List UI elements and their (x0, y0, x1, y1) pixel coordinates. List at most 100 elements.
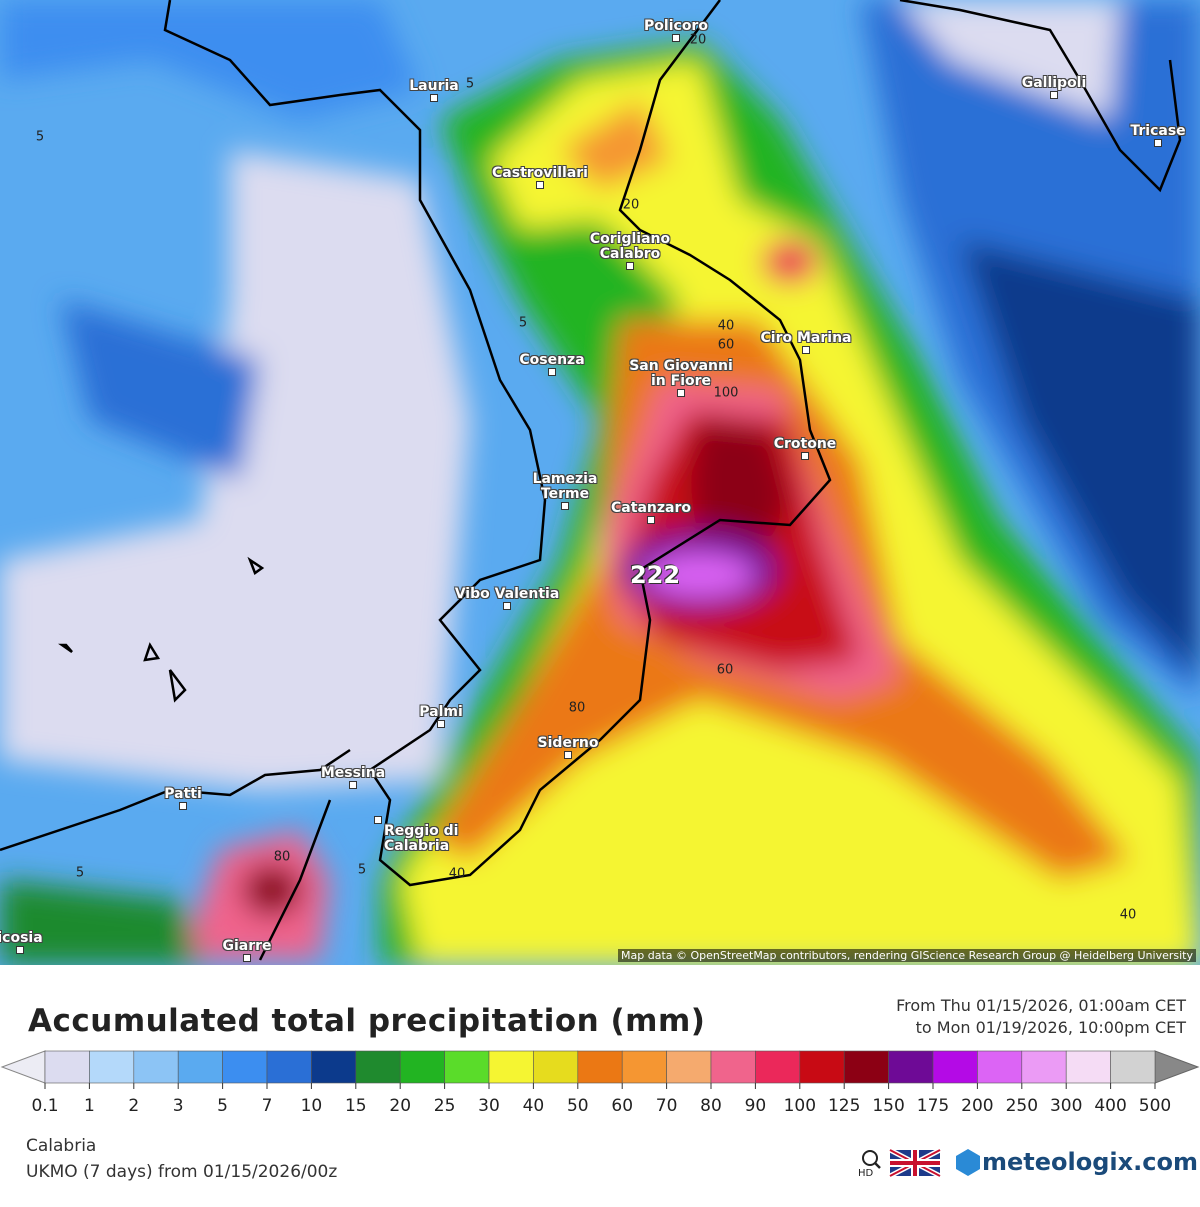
legend-swatch (222, 1050, 268, 1084)
legend-tick-label: 5 (217, 1096, 228, 1116)
place-label: Palmi (419, 704, 463, 720)
legend-swatch (888, 1050, 934, 1084)
legend-swatch (533, 1050, 579, 1084)
legend-tick-label: 2 (128, 1096, 139, 1116)
legend-tick-label: 90 (745, 1096, 767, 1116)
contour-label: 60 (717, 337, 735, 353)
place-label: Reggio di Calabria (384, 823, 459, 854)
place-label: Gallipoli (1021, 75, 1087, 91)
legend-swatch (399, 1050, 445, 1084)
place-marker (672, 34, 680, 42)
legend-tick-label: 80 (700, 1096, 722, 1116)
place-marker (349, 781, 357, 789)
legend-swatch (799, 1050, 845, 1084)
legend-swatch (1110, 1050, 1156, 1084)
contour-label: 40 (717, 318, 735, 334)
legend-arrow-right (1154, 1050, 1200, 1084)
contour-label: 5 (518, 315, 528, 331)
brand-logo[interactable] (954, 1147, 982, 1177)
place-marker (179, 802, 187, 810)
hd-label[interactable]: HD (858, 1168, 874, 1179)
place-marker (1050, 91, 1058, 99)
legend-tick-label: 250 (1006, 1096, 1038, 1116)
place-marker (16, 946, 24, 954)
icons[interactable] (858, 1148, 948, 1178)
brand[interactable]: meteologix.com (982, 1148, 1198, 1176)
contour-label: 20 (689, 32, 707, 48)
contour-label: 40 (1119, 907, 1137, 923)
contour-label: 80 (568, 700, 586, 716)
place-marker (548, 368, 556, 376)
contour-label: 40 (448, 866, 466, 882)
place-marker (647, 516, 655, 524)
tick-row: 0.1 1 2 3 5 7 10 15 20 25 30 40 50 60 70 80 90 100 125 150 1… (31, 1096, 1171, 1116)
legend-swatch (311, 1050, 357, 1084)
place-marker (564, 751, 572, 759)
contour-label: 5 (35, 129, 45, 145)
legend-tick-label: 40 (523, 1096, 545, 1116)
place-marker (801, 452, 809, 460)
legend-tick-label: 60 (611, 1096, 633, 1116)
precip-field (0, 0, 1200, 965)
period-to: to Mon 01/19/2026, 10:00pm CET (915, 1018, 1186, 1037)
place-label: Vibo Valentia (454, 586, 560, 602)
legend-tick-label: 70 (656, 1096, 678, 1116)
legend-tick-label: 0.1 (31, 1096, 58, 1116)
legend-swatch (666, 1050, 712, 1084)
contour-label: 5 (357, 862, 367, 878)
contour-label: 80 (273, 849, 291, 865)
place-marker (437, 720, 445, 728)
legend-swatch (177, 1050, 223, 1084)
colorbar: 0.1 1 2 3 5 7 10 15 20 25 30 40 50 60 70 80 90 100 125 150 1… (0, 1050, 1200, 1116)
legend-tick-label: 1 (84, 1096, 95, 1116)
legend-tick-label: 25 (434, 1096, 456, 1116)
legend-swatch (710, 1050, 756, 1084)
place-label: Giarre (222, 938, 272, 954)
legend-swatch (577, 1050, 623, 1084)
legend-arrow-left (0, 1050, 46, 1084)
legend-tick-label: 500 (1139, 1096, 1171, 1116)
legend-swatch (355, 1050, 401, 1084)
legend-tick-label: 15 (345, 1096, 367, 1116)
place-marker (430, 94, 438, 102)
place-marker (626, 262, 634, 270)
legend-swatch (44, 1050, 90, 1084)
legend-swatch (444, 1050, 490, 1084)
legend-tick-label: 7 (262, 1096, 273, 1116)
place-label: Patti (164, 786, 202, 802)
place-label: San Giovanni in Fiore (629, 358, 733, 389)
legend-tick-label: 100 (784, 1096, 816, 1116)
place-marker (1154, 139, 1162, 147)
legend-tick-label: 175 (917, 1096, 949, 1116)
contour-label: 222 (629, 561, 681, 589)
contour-label: 20 (622, 197, 640, 213)
legend-swatch (843, 1050, 889, 1084)
place-marker (677, 389, 685, 397)
legend-swatch (488, 1050, 534, 1084)
contour-label: 100 (713, 385, 739, 401)
place-label: Castrovillari (492, 165, 588, 181)
legend-swatch (621, 1050, 667, 1084)
place-marker (374, 816, 382, 824)
place-label: Ciro Marina (760, 330, 852, 346)
place-label: Messina (320, 765, 386, 781)
region: Calabria (26, 1136, 97, 1156)
legend-tick-label: 10 (301, 1096, 323, 1116)
legend-tick-label: 3 (173, 1096, 184, 1116)
legend-tick-label: 200 (961, 1096, 993, 1116)
map: Policoro Lauria Gallipoli Tricase Castrovill… (0, 0, 1200, 965)
legend-tick-label: 400 (1094, 1096, 1126, 1116)
place-marker (536, 181, 544, 189)
place-label: Cosenza (519, 352, 585, 368)
legend-tick-label: 20 (389, 1096, 411, 1116)
legend-tick-label: 300 (1050, 1096, 1082, 1116)
legend-tick-label: 125 (828, 1096, 860, 1116)
contour-label: 60 (716, 662, 734, 678)
place-label: Lamezia Terme (532, 471, 598, 502)
place-marker (561, 502, 569, 510)
legend-swatch (932, 1050, 978, 1084)
legend-swatch (266, 1050, 312, 1084)
place-label: Tricase (1130, 123, 1186, 139)
place-label: Lauria (409, 78, 459, 94)
